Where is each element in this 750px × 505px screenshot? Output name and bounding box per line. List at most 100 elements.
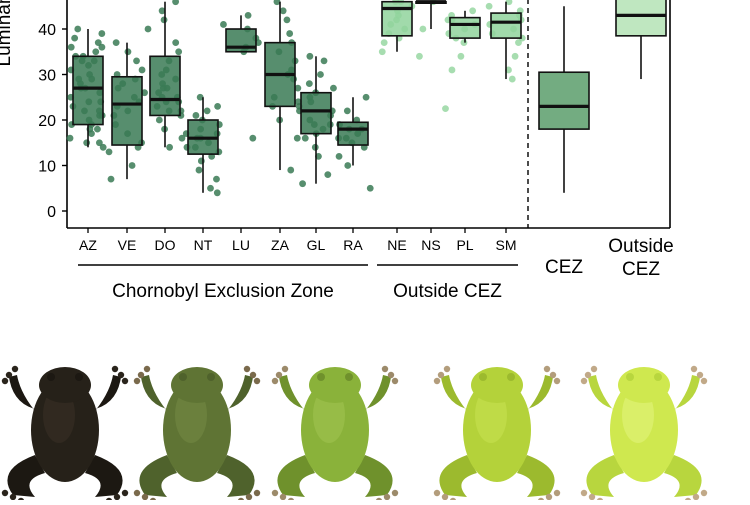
frog-photo-olive-toe (253, 377, 261, 385)
pop-az-point (98, 43, 106, 51)
pop-ve-point (141, 89, 148, 97)
pop-ne-x-label: NE (387, 237, 406, 253)
frog-photo-green-toe (279, 493, 287, 501)
pop-ns-x-label: NS (421, 237, 440, 253)
pop-lu-point (244, 11, 252, 19)
frog-photo-light-front-leg-right (666, 375, 700, 420)
pop-do-point (178, 134, 186, 142)
frog-photo-dark (1, 365, 129, 505)
frog-photo-olive-hind-leg-right (217, 455, 255, 497)
pop-az-point (92, 48, 100, 56)
frog-photo-light-toe (590, 365, 598, 373)
pop-az-point (99, 143, 107, 151)
pop-sm-point (511, 52, 519, 60)
frog-photo-dark-toe (5, 371, 13, 379)
pop-sm-point (508, 75, 516, 83)
pop-ve-point (128, 162, 136, 169)
pop-za-point (279, 7, 287, 15)
pop-za-point (287, 166, 295, 174)
y-tick-label: 0 (47, 204, 56, 221)
pop-ra-point (343, 107, 351, 115)
pop-az-point (94, 125, 101, 133)
pop-ra-point (366, 184, 374, 192)
pop-az-point (66, 134, 74, 142)
frog-photo-olive-toe (253, 489, 261, 497)
y-tick-label: 40 (38, 22, 56, 39)
frog-photo-olive-toe (245, 493, 253, 501)
pop-gl-point (305, 80, 313, 87)
frog-photo-yellowgreen-eye-left (479, 373, 487, 381)
pop-ve-iqr-box (111, 75, 143, 146)
frog-photo-olive-eye-left (179, 373, 187, 381)
frog-photo-yellowgreen-toe (441, 493, 449, 501)
pop-pl-point (469, 7, 477, 15)
pop-za-point (286, 30, 294, 37)
frog-photo-olive-toe (243, 365, 251, 373)
frog-photo-light-front-leg-left (588, 375, 622, 420)
frog-photo-green-eye-left (317, 373, 325, 381)
frog-photo-yellowgreen-hind-leg-right (517, 455, 555, 497)
pop-ne-box (381, 0, 413, 52)
pop-do-box (149, 1, 181, 148)
pop-ve-point (105, 148, 113, 156)
pop-lu-box (225, 15, 257, 53)
pop-pl-point (457, 52, 465, 60)
frog-photo-yellowgreen-toe (433, 377, 441, 385)
pop-za-x-label: ZA (271, 237, 290, 253)
pop-do-point (175, 48, 183, 56)
y-tick-label: 20 (38, 113, 56, 130)
pop-do-point (160, 16, 168, 24)
pop-gl-point (306, 52, 314, 60)
axis-layer: 0 10 20 30 40 Luminance (0, 0, 671, 233)
frog-photo-yellowgreen-head (471, 367, 523, 403)
pop-sm-point (485, 2, 493, 10)
frog-photo-green-toe (381, 365, 389, 373)
y-tick-label: 10 (38, 159, 56, 176)
frog-photo-olive-toe (133, 489, 141, 497)
frog-photo-dark-front-leg-left (9, 375, 43, 420)
frog-photo-olive (133, 365, 261, 505)
pop-pl-box (449, 10, 481, 43)
pop-za-point (283, 16, 291, 24)
frog-photo-green-toe (271, 489, 279, 497)
pop-ne-point (380, 39, 388, 47)
pop-nt-box (187, 97, 219, 193)
pop-do-iqr-box (149, 55, 181, 117)
frog-photo-light-hind-leg-right (664, 455, 702, 497)
pop-gl-point (301, 134, 309, 142)
pop-pl-point (448, 66, 456, 74)
pop-za-box (264, 1, 296, 171)
summary-cez-box (538, 6, 590, 193)
summary-cez-label: CEZ (545, 257, 583, 278)
frog-photo-yellowgreen-toe (433, 489, 441, 497)
frog-photo-yellowgreen-toe (543, 365, 551, 373)
frog-photo-olive-toe (141, 493, 149, 501)
frog-photo-yellowgreen (433, 365, 561, 505)
pop-nt-point (207, 184, 214, 192)
frog-photo-light-toe (580, 489, 588, 497)
frog-photo-green-toe (281, 365, 289, 373)
summary-cez-iqr-box (538, 71, 590, 130)
pop-pl-x-label: PL (456, 237, 473, 253)
pop-ve-point (138, 66, 146, 74)
pop-gl-box (300, 56, 332, 184)
pop-nt-point (195, 166, 203, 174)
pop-ra-x-label: RA (343, 237, 363, 253)
frog-photo-olive-toe (143, 365, 151, 373)
frog-photo-yellowgreen-toe (553, 489, 561, 497)
pop-gl-point (317, 71, 324, 78)
pop-lu-x-label: LU (232, 237, 250, 253)
frog-photo-light-toe (696, 371, 704, 379)
pop-sm-x-label: SM (496, 237, 517, 253)
pop-do-point (158, 7, 166, 15)
frog-photo-light-eye-left (626, 373, 634, 381)
pop-sm-point (515, 39, 522, 47)
summary-outside-cez-iqr-box (615, 0, 667, 37)
pop-az-box (72, 29, 104, 148)
frog-photo-green-toe (383, 493, 391, 501)
pop-do-point (166, 143, 173, 151)
pop-az-point (74, 25, 82, 33)
frog-photo-dark-toe (9, 493, 17, 501)
pop-gl-point (299, 180, 306, 188)
